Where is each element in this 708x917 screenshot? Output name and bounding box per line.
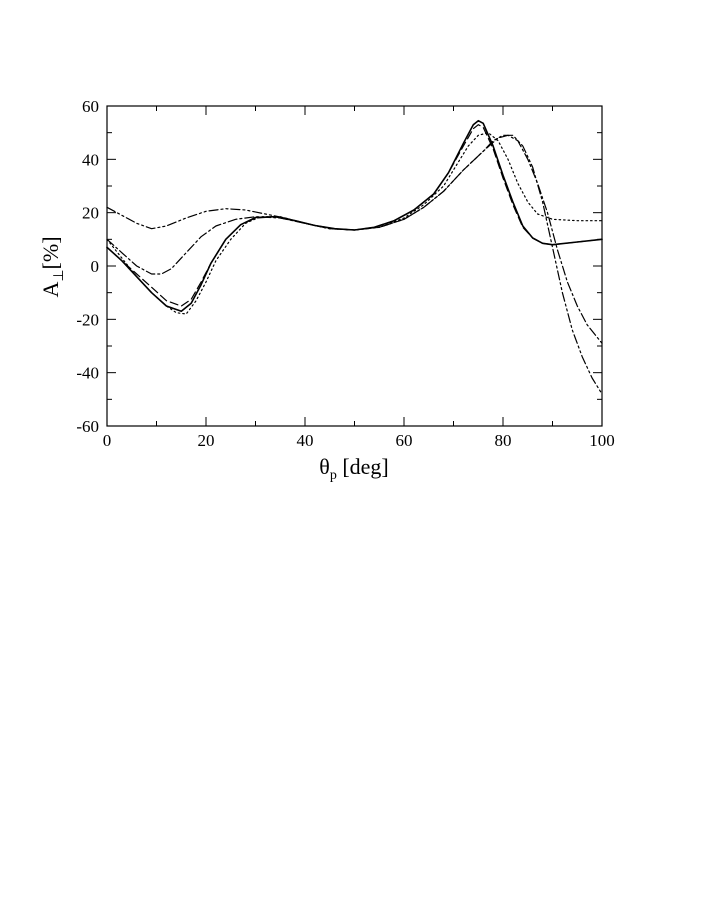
x-tick-label: 40 bbox=[297, 431, 314, 450]
series-line-dashdotdot bbox=[106, 134, 603, 395]
y-tick-label: 40 bbox=[82, 150, 99, 169]
y-tick-label: 20 bbox=[82, 204, 99, 223]
series-line-dotted bbox=[106, 132, 603, 315]
y-axis-label: A⊥[%] bbox=[38, 236, 67, 297]
x-axis-label-rest: [deg] bbox=[337, 454, 389, 479]
y-axis-label-sub: ⊥ bbox=[52, 269, 67, 281]
tick-labels: 0 20 40 60 80 100 -60 -40 -20 0 20 40 60 bbox=[76, 97, 614, 450]
y-tick-label: -20 bbox=[76, 310, 99, 329]
y-axis-label-rest: [%] bbox=[38, 236, 63, 269]
x-tick-label: 80 bbox=[495, 431, 512, 450]
y-tick-label: -60 bbox=[76, 417, 99, 436]
plot-frame bbox=[106, 105, 603, 427]
x-axis-label-main: θ bbox=[319, 454, 330, 479]
x-axis-label: θp [deg] bbox=[319, 454, 388, 483]
x-tick-label: 60 bbox=[396, 431, 413, 450]
series-line-dashdot bbox=[106, 134, 603, 344]
y-tick-label: 0 bbox=[91, 257, 100, 276]
x-tick-label: 100 bbox=[589, 431, 615, 450]
x-axis-label-sub: p bbox=[330, 468, 337, 483]
y-axis-label-main: A bbox=[38, 282, 63, 298]
y-tick-label: 60 bbox=[82, 97, 99, 116]
series-line-dashed bbox=[106, 124, 603, 307]
x-tick-label: 0 bbox=[103, 431, 112, 450]
x-tick-label: 20 bbox=[198, 431, 215, 450]
y-tick-label: -40 bbox=[76, 364, 99, 383]
series-lines bbox=[106, 119, 603, 395]
